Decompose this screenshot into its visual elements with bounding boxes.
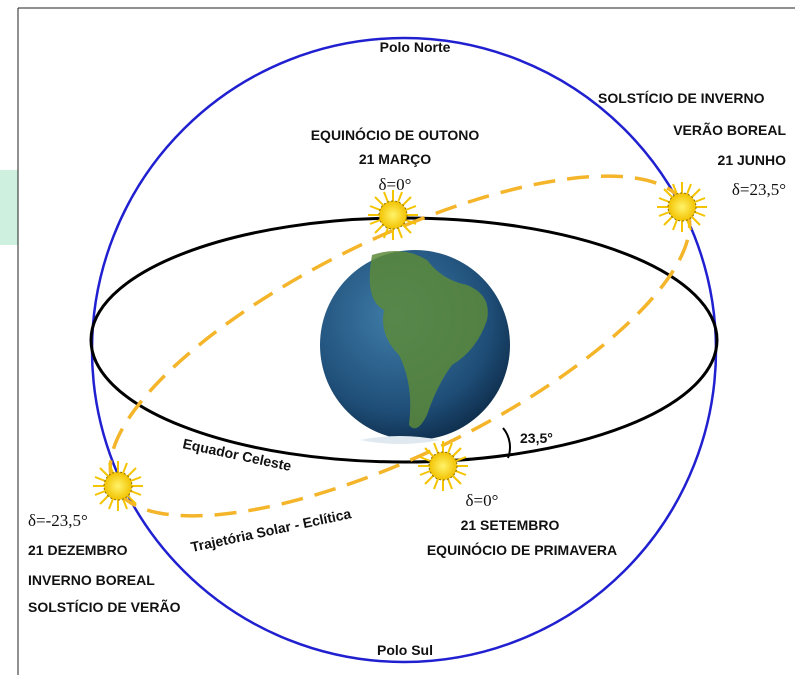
label: δ=0° <box>466 491 499 510</box>
label: Trajetória Solar - Eclítica <box>189 505 352 555</box>
sun-september <box>417 440 469 492</box>
sun-december <box>92 460 144 512</box>
label: 23,5° <box>520 430 553 446</box>
label: SOLSTÍCIO DE VERÃO <box>28 598 181 615</box>
label: δ=23,5° <box>732 180 786 199</box>
label: SOLSTÍCIO DE INVERNO <box>598 90 765 106</box>
label: INVERNO BOREAL <box>28 572 155 588</box>
label: Polo Norte <box>380 39 451 55</box>
label: EQUINÓCIO DE OUTONO <box>311 126 480 143</box>
label: VERÃO BOREAL <box>673 121 786 138</box>
label: EQUINÓCIO DE PRIMAVERA <box>427 541 617 558</box>
sun-march <box>367 189 419 241</box>
label: Polo Sul <box>377 642 433 658</box>
side-tab <box>0 170 18 245</box>
label: δ=0° <box>379 175 412 194</box>
label: 21 JUNHO <box>718 152 787 168</box>
continent <box>369 251 488 429</box>
sun-june <box>656 181 708 233</box>
label: 21 MARÇO <box>359 151 431 167</box>
angle-arc <box>502 427 511 459</box>
antarctica <box>360 436 440 444</box>
label: Equador Celeste <box>181 435 293 474</box>
label: 21 DEZEMBRO <box>28 542 128 558</box>
label: 21 SETEMBRO <box>461 517 560 533</box>
label: δ=-23,5° <box>28 511 88 530</box>
